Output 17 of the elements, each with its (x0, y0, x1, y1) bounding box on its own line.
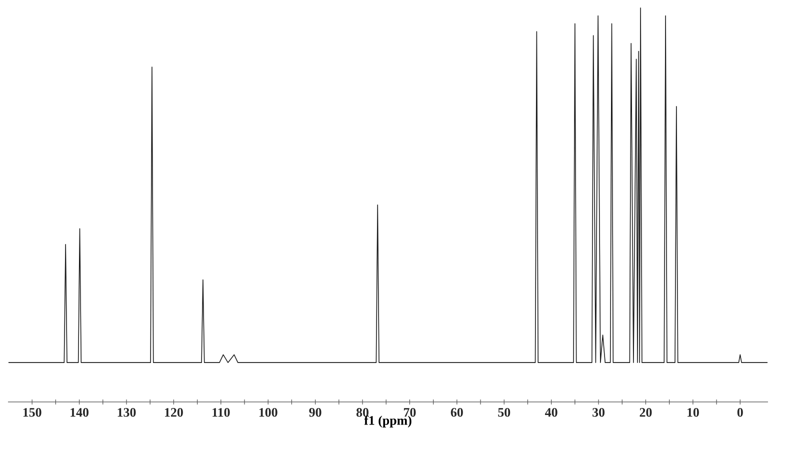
x-tick-label: 110 (212, 408, 230, 417)
x-tick-label: 40 (545, 408, 558, 417)
x-tick-label: 30 (592, 408, 605, 417)
x-tick-label: 140 (70, 408, 88, 417)
x-tick-label: 0 (737, 408, 743, 417)
x-tick-label: 120 (165, 408, 183, 417)
x-tick-label: 60 (450, 408, 463, 417)
x-tick-label: 100 (259, 408, 278, 417)
x-axis-title: f1 (ppm) (364, 416, 412, 428)
x-tick-label: 90 (309, 408, 322, 417)
x-tick-label: 20 (640, 408, 652, 417)
x-tick-label: 50 (498, 408, 510, 417)
x-tick-label: 10 (688, 408, 699, 417)
x-tick-label: 70 (404, 408, 416, 417)
x-tick-label: 130 (118, 408, 136, 417)
x-tick-label: 80 (356, 408, 368, 417)
x-tick-label: 150 (23, 408, 42, 417)
